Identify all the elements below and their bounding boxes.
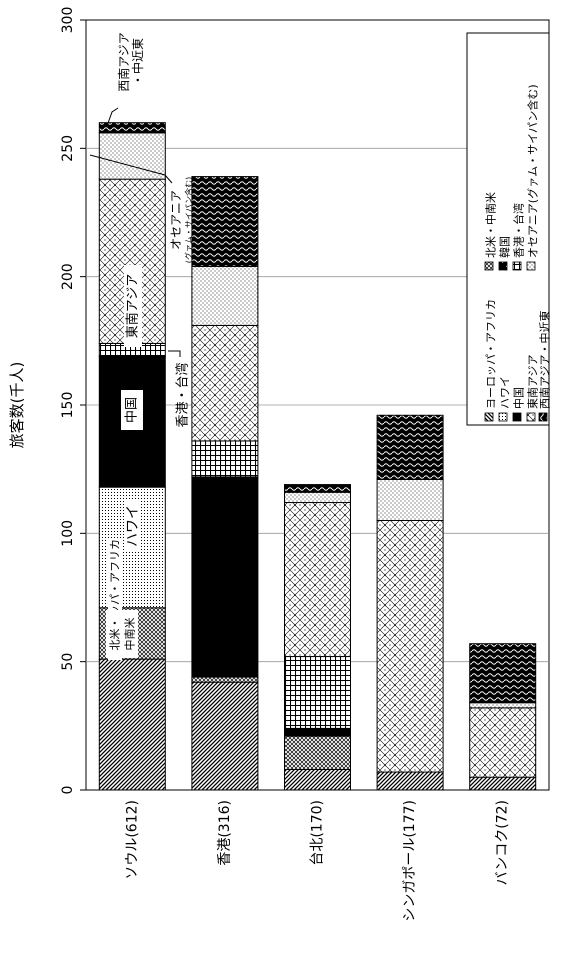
label-north-america-l2: 中南米 — [124, 618, 137, 651]
legend-label-north-america: 北米・中南米 — [485, 192, 498, 258]
label-hawaii: ハワイ — [125, 505, 141, 547]
bar-segment — [284, 502, 351, 658]
annotation-west-asia-l1: 西南アジア — [116, 32, 131, 92]
bar-segment — [191, 176, 259, 267]
bar-segment — [191, 440, 259, 478]
legend-label-oceania: オセアニア(グァム・サイパン含む) — [526, 84, 540, 258]
tick-label: 250 — [60, 135, 76, 162]
tick-label: 200 — [60, 263, 76, 290]
bar-segment — [284, 727, 351, 737]
bar-segment — [191, 265, 259, 326]
in-bar-labels: ヨーロッパ・アフリカ 北米・ 中南米 ハワイ 中国 東南アジア — [106, 265, 143, 660]
legend-box — [466, 32, 550, 426]
bar-segment — [376, 520, 444, 773]
bar-segment — [376, 771, 444, 791]
tick-label: 100 — [60, 520, 76, 547]
legend-label-hongkong-taiwan: 香港・台湾 — [512, 203, 526, 258]
bar-segment — [469, 707, 537, 778]
tick-label: 0 — [60, 786, 76, 795]
tick-label: 150 — [60, 392, 76, 419]
category-label: シンガポール(177) — [402, 800, 418, 922]
bar-segment — [284, 768, 351, 791]
bar-segment — [469, 702, 537, 709]
bar-segment — [469, 776, 537, 791]
category-label: 香港(316) — [217, 800, 233, 866]
label-china: 中国 — [125, 397, 140, 423]
value-axis-title: 旅客数(千人) — [8, 362, 26, 449]
legend-label-china: 中国 — [513, 387, 526, 409]
tick-label: 50 — [60, 653, 76, 671]
legend-label-west-asia: 西南アジア・中近東 — [539, 310, 552, 409]
annotation-hongkong-taiwan: 香港・台湾 — [175, 362, 191, 427]
category-labels: ソウル(612) 香港(316) 台北(170) シンガポール(177) バンコク(72… — [124, 800, 510, 922]
category-label: バンコク(72) — [495, 800, 511, 885]
bar-segment — [98, 122, 166, 134]
category-label: 台北(170) — [310, 800, 326, 866]
annotation-oceania: オセアニア — [169, 190, 183, 250]
bar-segment — [284, 491, 351, 504]
leader-line-oceania — [89, 154, 173, 184]
category-label: ソウル(612) — [124, 800, 140, 880]
bar-segment — [98, 132, 166, 180]
bar-segment — [191, 681, 259, 791]
annotations: 香港・台湾 オセアニア (グァム・サイパン含む) 西南アジア ・中近東 — [89, 32, 194, 428]
leader-line-hongkong-taiwan — [168, 350, 181, 357]
legend: ヨーロッパ・アフリカ 北米・中南米 ハワイ 韓国 中国 香港・台湾 東南アジア … — [466, 32, 552, 426]
bar-segment — [376, 478, 444, 521]
legend-label-hawaii: ハワイ — [499, 376, 512, 409]
bar-segment — [191, 476, 259, 678]
value-axis-ticks: 0 50 100 150 200 250 300 — [60, 7, 86, 795]
bar-segment — [191, 324, 259, 442]
label-east-asia: 東南アジア — [125, 274, 141, 338]
legend-label-korea: 韓国 — [499, 236, 512, 258]
bar-segment — [98, 658, 166, 791]
bar-segment — [469, 643, 537, 704]
annotation-west-asia-l2: ・中近東 — [130, 38, 145, 86]
leader-line-west-asia — [106, 107, 119, 127]
legend-label-europe-africa: ヨーロッパ・アフリカ — [485, 299, 498, 409]
bar-segment — [376, 414, 444, 480]
bar-segment — [284, 656, 351, 729]
bar-segment — [191, 676, 259, 683]
legend-label-east-asia: 東南アジア — [527, 354, 540, 409]
annotation-oceania-sub: (グァム・サイパン含む) — [184, 177, 194, 263]
bar-segment — [284, 735, 351, 770]
label-north-america-l1: 北米・ — [109, 618, 122, 651]
bar-segment — [98, 355, 166, 488]
tick-label: 300 — [60, 7, 76, 34]
bar-segment — [284, 484, 351, 493]
